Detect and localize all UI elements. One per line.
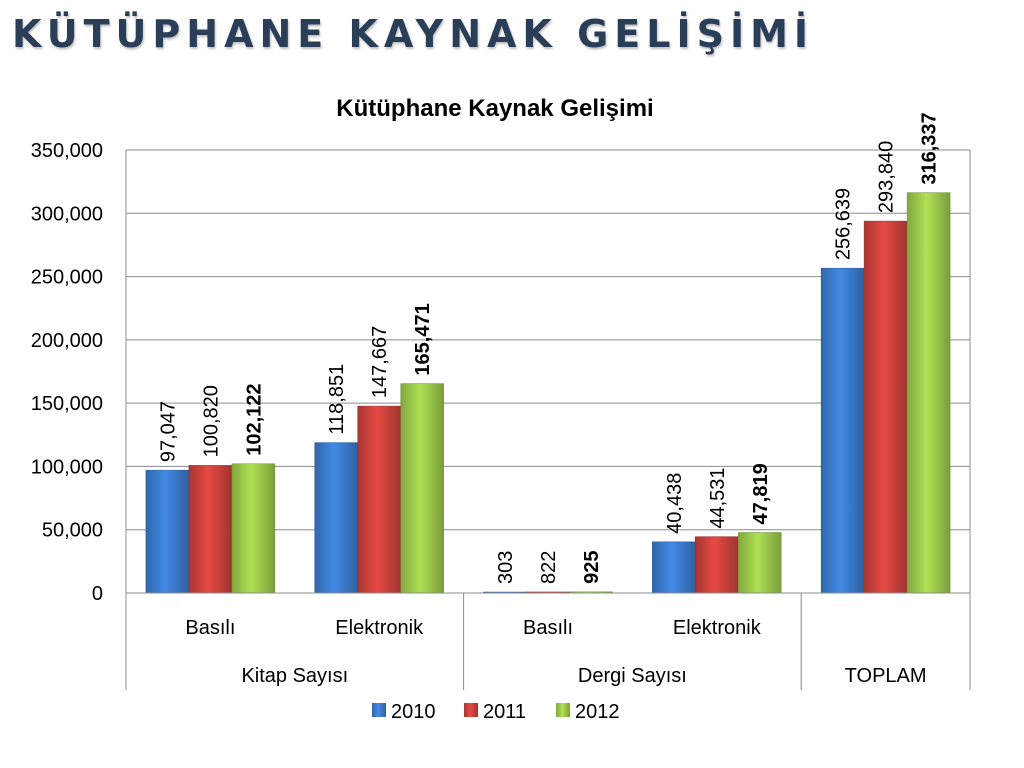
bar-2011: [863, 220, 908, 594]
data-label: 293,840: [876, 141, 898, 213]
bar-2012: [231, 463, 276, 594]
bar-2011: [695, 536, 739, 594]
data-label: 822: [538, 551, 560, 584]
bar-2010: [652, 541, 696, 594]
y-tick-label: 0: [92, 583, 103, 605]
bar-2010: [314, 442, 358, 594]
data-label: 44,531: [707, 467, 729, 528]
group-label: TOPLAM: [845, 665, 927, 687]
legend-label: 2012: [575, 701, 620, 723]
y-tick-label: 200,000: [31, 330, 103, 352]
bar-2012: [738, 532, 782, 594]
chart-title: Kütüphane Kaynak Gelişimi: [336, 95, 653, 122]
legend-label: 2011: [483, 701, 526, 723]
bar-2010: [820, 267, 865, 594]
legend-swatch-2010: [372, 703, 386, 717]
legend-swatch-2012: [556, 703, 570, 717]
group-label: Dergi Sayısı: [578, 665, 687, 687]
data-label: 47,819: [750, 463, 772, 524]
data-label: 100,820: [200, 385, 222, 457]
data-label: 118,851: [326, 364, 348, 435]
slide-title: KÜTÜPHANE KAYNAK GELİŞİMİ: [12, 12, 815, 56]
bar-2012: [400, 383, 444, 594]
group-label: Kitap Sayısı: [241, 665, 348, 687]
category-label: Basılı: [185, 617, 235, 639]
data-label: 165,471: [412, 303, 434, 375]
bar-2011: [357, 405, 401, 594]
bar-2010: [145, 469, 190, 594]
bar-2011: [188, 465, 233, 594]
data-label: 925: [581, 550, 603, 583]
category-label: Elektronik: [673, 617, 762, 639]
y-tick-label: 100,000: [31, 456, 103, 478]
bar-2012: [906, 192, 951, 594]
y-tick-label: 350,000: [31, 140, 103, 162]
data-label: 256,639: [833, 188, 855, 260]
legend-label: 2010: [391, 701, 436, 723]
y-tick-label: 150,000: [31, 393, 103, 415]
y-tick-label: 250,000: [31, 267, 103, 289]
data-label: 316,337: [919, 112, 941, 184]
category-label: Elektronik: [335, 617, 424, 639]
data-label: 303: [495, 551, 517, 584]
data-label: 97,047: [157, 401, 179, 462]
legend-swatch-2011: [464, 703, 478, 717]
category-label: Basılı: [523, 617, 573, 639]
data-label: 40,438: [664, 473, 686, 534]
y-tick-label: 50,000: [42, 520, 103, 542]
data-label: 147,667: [369, 326, 391, 398]
data-label: 102,122: [243, 383, 265, 455]
y-tick-label: 300,000: [31, 203, 103, 225]
